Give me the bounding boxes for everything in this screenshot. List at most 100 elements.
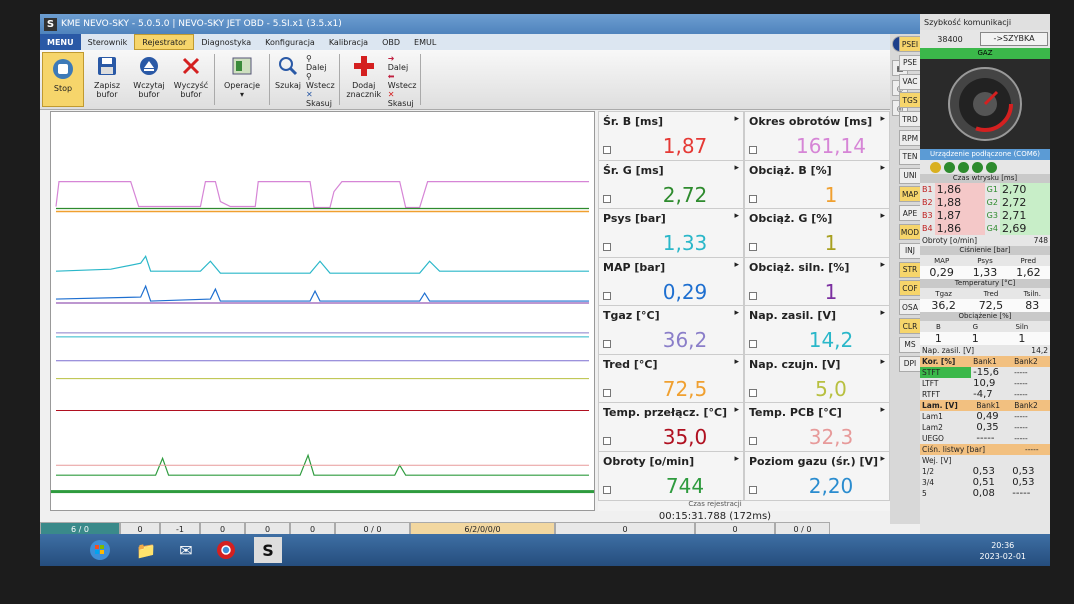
gas-status: GAZ xyxy=(920,48,1050,59)
marker-next-button[interactable]: ➜ Dalej xyxy=(388,54,417,72)
gauge-cell[interactable]: Tred [°C] ▸ 72,5 xyxy=(598,353,744,404)
menu-tab-obd[interactable]: OBD xyxy=(382,37,401,47)
side-button-psei[interactable]: PSEI xyxy=(899,36,921,52)
load-buffer-button[interactable]: Wczytaj bufor xyxy=(128,50,170,109)
gauge-checkbox[interactable] xyxy=(749,291,757,300)
gauge-cell[interactable]: Obciąż. G [%] ▸ 1 xyxy=(744,208,890,258)
gauge-arrow-icon[interactable]: ▸ xyxy=(734,162,739,173)
marker-delete-button[interactable]: ✕ Skasuj xyxy=(388,90,417,108)
gauge-arrow-icon[interactable]: ▸ xyxy=(734,114,739,124)
save-buffer-button[interactable]: Zapisz bufor xyxy=(86,50,128,109)
gauge-arrow-icon[interactable]: ▸ xyxy=(880,259,885,270)
gauge-cell[interactable]: Okres obrotów [ms] ▸ 161,14 xyxy=(744,111,890,161)
gauge-checkbox[interactable] xyxy=(603,437,611,445)
gauge-cell[interactable]: Obroty [o/min] ▸ 744 xyxy=(598,450,744,501)
gauge-arrow-icon[interactable]: ▸ xyxy=(880,356,885,367)
gauge-arrow-icon[interactable]: ▸ xyxy=(880,453,885,464)
gauge-arrow-icon[interactable]: ▸ xyxy=(734,405,739,415)
side-button-inj[interactable]: INJ xyxy=(899,242,921,259)
gauge-checkbox[interactable] xyxy=(749,146,757,154)
gauge-arrow-icon[interactable]: ▸ xyxy=(734,308,739,318)
side-button-cof[interactable]: COF xyxy=(899,280,921,297)
gauge-checkbox[interactable] xyxy=(749,485,757,494)
gauge-cell[interactable]: Tgaz [°C] ▸ 36,2 xyxy=(598,305,744,355)
start-button-icon[interactable] xyxy=(86,537,114,563)
gauge-cell[interactable]: MAP [bar] ▸ 0,29 xyxy=(598,256,744,307)
side-button-map[interactable]: MAP xyxy=(899,186,921,203)
gauge-arrow-icon[interactable]: ▸ xyxy=(734,211,739,221)
gauge-checkbox[interactable] xyxy=(749,340,757,348)
menu-button[interactable]: MENU xyxy=(40,34,81,50)
side-button-dpi[interactable]: DPI xyxy=(899,355,921,372)
floppy-disk-icon xyxy=(95,54,119,78)
side-button-str[interactable]: STR xyxy=(899,261,921,278)
menu-tab-rejestrator[interactable]: Rejestrator xyxy=(134,34,195,50)
gauge-cell[interactable]: Temp. PCB [°C] ▸ 32,3 xyxy=(744,402,890,452)
gauge-checkbox[interactable] xyxy=(749,194,757,203)
menu-tab-diagnostyka[interactable]: Diagnostyka xyxy=(201,37,252,47)
gauge-arrow-icon[interactable]: ▸ xyxy=(880,114,885,124)
mail-icon[interactable]: ✉ xyxy=(179,540,193,560)
gauge-cell[interactable]: Obciąż. B [%] ▸ 1 xyxy=(744,159,890,210)
gauge-cell[interactable]: Nap. zasil. [V] ▸ 14,2 xyxy=(744,305,890,355)
side-button-tgs[interactable]: TGS xyxy=(899,92,921,109)
chrome-icon[interactable] xyxy=(212,537,240,563)
gauge-arrow-icon[interactable]: ▸ xyxy=(734,453,739,464)
table-header: Tgaz xyxy=(935,289,952,298)
gauge-checkbox[interactable] xyxy=(603,340,611,348)
menu-tab-kalibracja[interactable]: Kalibracja xyxy=(328,37,369,47)
side-button-ape[interactable]: APE xyxy=(899,205,921,222)
side-button-osa[interactable]: OSA xyxy=(899,299,921,316)
gauge-arrow-icon[interactable]: ▸ xyxy=(880,211,885,221)
gauge-cell[interactable]: Obciąż. siln. [%] ▸ 1 xyxy=(744,256,890,307)
gauge-checkbox[interactable] xyxy=(603,485,611,494)
gauge-cell[interactable]: Temp. przełącz. [°C] ▸ 35,0 xyxy=(598,402,744,452)
menu-tab-konfiguracja[interactable]: Konfiguracja xyxy=(265,37,315,47)
gauge-arrow-icon[interactable]: ▸ xyxy=(880,405,885,415)
gauge-checkbox[interactable] xyxy=(603,388,611,397)
search-back-button[interactable]: ⚲ Wstecz xyxy=(306,72,335,90)
gauge-arrow-icon[interactable]: ▸ xyxy=(880,162,885,173)
gauge-arrow-icon[interactable]: ▸ xyxy=(734,259,739,270)
side-button-uni[interactable]: UNI xyxy=(899,167,921,184)
bank-row-value: ----- xyxy=(1014,379,1028,388)
side-button-ten[interactable]: TEN xyxy=(899,148,921,165)
add-marker-button[interactable]: Dodaj znacznik xyxy=(342,50,386,109)
menu-tab-emul[interactable]: EMUL xyxy=(414,37,437,47)
side-button-vac[interactable]: VAC xyxy=(899,73,921,90)
side-button-rpm[interactable]: RPM xyxy=(899,130,921,146)
side-button-trd[interactable]: TRD xyxy=(899,111,921,128)
marker-back-button[interactable]: ⬅ Wstecz xyxy=(387,72,417,90)
gauge-checkbox[interactable] xyxy=(603,291,611,300)
input-row-value: ----- xyxy=(1012,488,1031,499)
side-button-clr[interactable]: CLR xyxy=(899,318,921,334)
gauge-cell[interactable]: Śr. B [ms] ▸ 1,87 xyxy=(598,111,744,161)
search-next-button[interactable]: ⚲ Dalej xyxy=(306,54,335,72)
gauge-arrow-icon[interactable]: ▸ xyxy=(734,356,739,367)
file-explorer-icon[interactable]: 📁 xyxy=(136,540,156,560)
fast-speed-button[interactable]: ->SZYBKA xyxy=(980,32,1048,46)
gauge-checkbox[interactable] xyxy=(749,388,757,397)
search-delete-button[interactable]: ✕ Skasuj xyxy=(306,90,335,108)
gauge-checkbox[interactable] xyxy=(749,437,757,445)
gauge-checkbox[interactable] xyxy=(749,243,757,251)
menu-tab-sterownik[interactable]: Sterownik xyxy=(87,37,128,47)
side-button-mod[interactable]: MOD xyxy=(899,224,921,240)
gauge-checkbox[interactable] xyxy=(603,146,611,154)
gauge-cell[interactable]: Śr. G [ms] ▸ 2,72 xyxy=(598,159,744,210)
nevo-sky-app-icon[interactable]: S xyxy=(254,537,282,563)
stop-button[interactable]: Stop xyxy=(42,52,84,107)
signal-graph[interactable] xyxy=(50,111,595,511)
gauge-arrow-icon[interactable]: ▸ xyxy=(880,308,885,318)
gauge-cell[interactable]: Nap. czujn. [V] ▸ 5,0 xyxy=(744,353,890,404)
side-button-pse[interactable]: PSE xyxy=(899,54,921,71)
search-button[interactable]: Szukaj xyxy=(272,50,304,109)
gauge-cell[interactable]: Poziom gazu (śr.) [V] ▸ 2,20 xyxy=(744,450,890,501)
clear-buffer-button[interactable]: Wyczyść bufor xyxy=(170,50,212,109)
gauge-checkbox[interactable] xyxy=(603,194,611,203)
operations-button[interactable]: Operacje ▾ xyxy=(217,50,267,109)
gauge-checkbox[interactable] xyxy=(603,243,611,251)
side-button-ms[interactable]: MS xyxy=(899,336,921,353)
fuel-switch-dial[interactable] xyxy=(920,59,1050,149)
gauge-cell[interactable]: Psys [bar] ▸ 1,33 xyxy=(598,208,744,258)
